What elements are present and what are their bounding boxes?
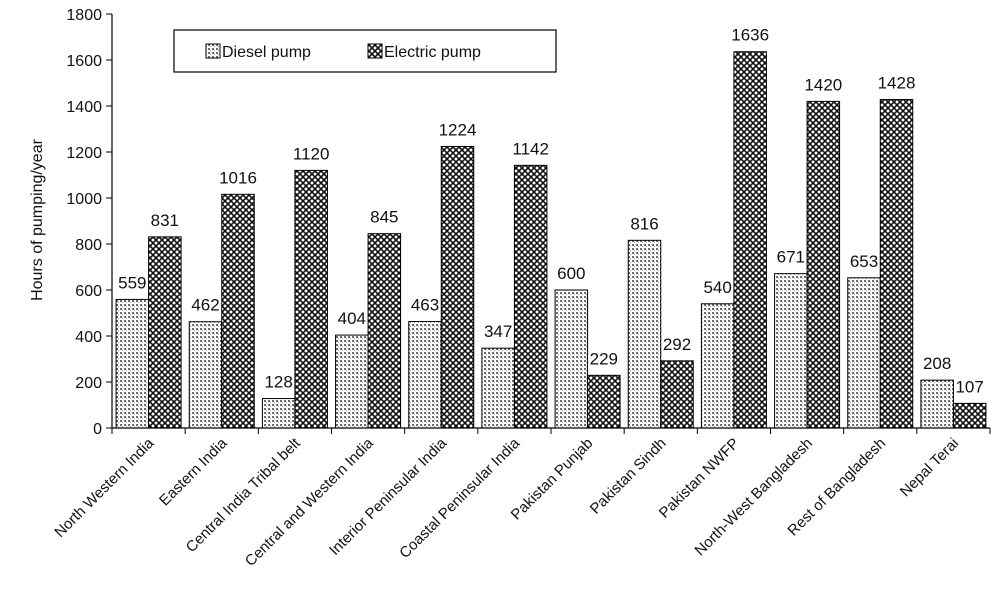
y-tick-label: 1200 (66, 145, 102, 162)
bar-electric (879, 99, 914, 429)
data-label: 1636 (731, 26, 769, 45)
bar-diesel (700, 303, 735, 429)
data-label: 107 (955, 377, 983, 396)
x-tick-label: Pakistan Sindh (587, 435, 670, 518)
bar-electric (367, 233, 402, 429)
bar-diesel (774, 273, 808, 429)
data-labels-group: 559 462 128 404 463 347 600 816 540 671 653 208 831 1… (118, 26, 984, 397)
bar-diesel (408, 321, 442, 429)
bars-group (115, 51, 987, 429)
bar-diesel (335, 334, 369, 429)
data-label: 1120 (293, 144, 330, 163)
y-tick-label: 1000 (66, 191, 102, 208)
y-tick-label: 600 (75, 283, 102, 300)
x-tick-label: North Western India (51, 434, 158, 541)
data-label: 463 (411, 296, 439, 315)
data-label: 1016 (219, 168, 257, 187)
x-tick-label: Interior Peninsular India (326, 434, 451, 559)
bar-diesel (261, 398, 296, 429)
bar-electric (806, 100, 841, 429)
x-tick-label: North-West Bangladesh (691, 435, 815, 559)
legend: Diesel pump Electric pump (173, 29, 557, 73)
y-axis-title: Hours of pumping/year (29, 138, 46, 301)
data-label: 1420 (804, 75, 842, 94)
legend-box (173, 29, 557, 73)
x-tick-label: Coastal Peninsular India (396, 434, 523, 561)
bar-electric (440, 145, 475, 429)
data-label: 128 (264, 373, 292, 392)
legend-swatch-diesel (205, 43, 221, 59)
y-tick-label: 800 (75, 237, 102, 254)
data-label: 559 (118, 273, 146, 292)
x-tick-label: Nepal Terai (897, 435, 962, 500)
legend-label-electric: Electric pump (384, 44, 481, 61)
bar-diesel (847, 277, 881, 429)
bar-diesel (188, 321, 223, 429)
bar-diesel (920, 379, 954, 429)
data-label: 347 (484, 322, 512, 341)
data-label: 831 (151, 211, 179, 230)
bar-diesel (627, 239, 662, 429)
y-tick-label: 1400 (66, 99, 102, 116)
data-label: 404 (338, 309, 366, 328)
legend-swatch-electric (367, 43, 383, 59)
bar-diesel (554, 289, 589, 429)
data-label: 600 (557, 264, 585, 283)
bar-electric (294, 169, 328, 429)
data-label: 208 (923, 354, 951, 373)
bar-electric (733, 51, 767, 429)
data-label: 845 (370, 208, 398, 227)
data-label: 292 (663, 335, 691, 354)
bar-electric (952, 402, 987, 429)
data-label: 1142 (512, 139, 549, 158)
bar-electric (587, 374, 621, 429)
data-label: 1224 (439, 120, 477, 139)
data-label: 229 (590, 349, 618, 368)
bar-diesel (481, 347, 515, 429)
data-label: 540 (703, 278, 731, 297)
data-label: 671 (777, 248, 805, 267)
y-tick-label: 1800 (66, 7, 102, 24)
legend-label-diesel: Diesel pump (222, 44, 311, 61)
bar-electric (660, 360, 694, 429)
y-tick-label: 1600 (66, 53, 102, 70)
data-label: 462 (191, 296, 219, 315)
y-tick-label: 0 (93, 421, 102, 438)
bar-electric (513, 164, 548, 429)
x-tick-label: Central and Western India (242, 434, 378, 570)
bar-electric (148, 236, 182, 429)
x-tick-label: Eastern India (156, 434, 231, 509)
data-label: 816 (630, 214, 658, 233)
y-tick-label: 200 (75, 375, 102, 392)
data-label: 653 (850, 252, 878, 271)
bar-diesel (115, 298, 150, 429)
data-label: 1428 (878, 74, 916, 93)
y-tick-label: 400 (75, 329, 102, 346)
bar-electric (221, 193, 255, 429)
